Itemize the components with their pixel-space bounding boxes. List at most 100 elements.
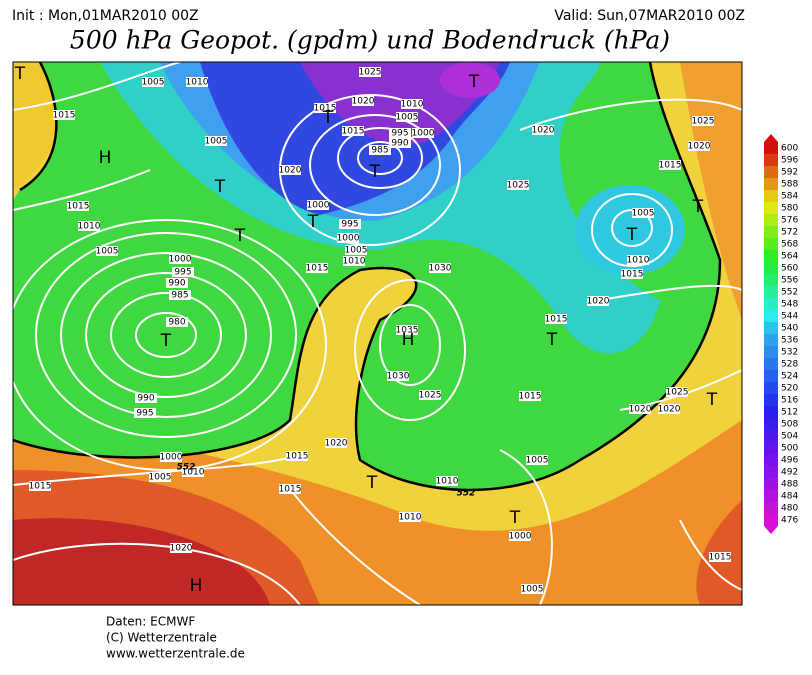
isobar-label: 1000 [509,532,532,542]
colorbar-swatch [764,478,778,490]
colorbar-swatch [764,262,778,274]
isobar-label: 1015 [279,485,302,495]
colorbar-swatch [764,418,778,430]
isobar-label: 985 [371,146,388,156]
colorbar-label: 536 [781,336,798,346]
colorbar-swatch [764,274,778,286]
isobar-label-bg [166,278,188,288]
colorbar-swatch [764,286,778,298]
isobar-label: 1000 [307,201,330,211]
colorbar-label: 580 [781,204,798,214]
colorbar-swatch [764,334,778,346]
isobar-label-bg [509,531,531,541]
colorbar-label: 584 [781,192,798,202]
colorbar-label: 492 [781,468,798,478]
isobar-label-bg [632,208,654,218]
isobar-label: 1005 [521,585,544,595]
pressure-center: T [14,64,26,84]
colorbar-swatch [764,178,778,190]
isobar-label-bg [169,254,191,264]
weather-map [13,62,742,605]
isobar-label-bg [658,404,680,414]
colorbar-label: 556 [781,276,798,286]
pressure-center: H [402,330,415,350]
isobar-label-bg [659,160,681,170]
isobar-label: 1025 [692,117,715,127]
colorbar-swatch [764,322,778,334]
colorbar-swatch [764,310,778,322]
isobar-label-bg [507,180,529,190]
isobar-label: 1015 [659,161,682,171]
isobar-label: 1025 [666,388,689,398]
isobar-label-bg [412,128,434,138]
contour-label: 552 [457,489,476,499]
colorbar-label: 512 [781,408,798,418]
colorbar-label: 516 [781,396,798,406]
isobar-label-bg [170,543,192,553]
isobar-label: 1010 [627,256,650,266]
isobar-label-bg [53,110,75,120]
isobar-label: 1020 [532,126,555,136]
colorbar-swatch [764,358,778,370]
isobar-label-bg [399,512,421,522]
map-frame [12,61,743,606]
isobar-label: 980 [168,318,185,328]
colorbar-swatch [764,166,778,178]
isobar-label: 1000 [337,234,360,244]
colorbar-swatch [764,154,778,166]
isobar-label-bg [172,267,194,277]
colorbar-label: 552 [781,288,798,298]
isobar-label-bg [709,552,731,562]
isobar-label: 1015 [67,202,90,212]
isobar-label-bg [142,77,164,87]
isobar-label: 1005 [205,137,228,147]
colorbar-label: 596 [781,156,798,166]
pressure-center: T [307,212,319,232]
isobar-label-bg [339,219,361,229]
isobar-label: 1015 [53,111,76,121]
isobar-label: 1015 [286,452,309,462]
isobar-label: 1030 [429,264,452,274]
isobar-label: 990 [137,394,154,404]
isobar-label: 1000 [412,129,435,139]
isobar-label: 1010 [186,78,209,88]
colorbar-swatch [764,466,778,478]
isobar-label-bg [369,145,391,155]
colorbar-label: 476 [781,516,798,526]
pressure-center: T [160,331,172,351]
isobar-label: 1005 [149,473,172,483]
isobar-label-bg [186,77,208,87]
colorbar-swatch [764,190,778,202]
colorbar-label: 532 [781,348,798,358]
isobar-label-bg [666,387,688,397]
isobar-label-bg [352,96,374,106]
colorbar-swatch [764,250,778,262]
isobar-label: 1020 [629,405,652,415]
colorbar-label: 576 [781,216,798,226]
isobar-label: 1015 [621,270,644,280]
isobar-label-bg [325,438,347,448]
isobar-label-bg [521,584,543,594]
colorbar-label: 540 [781,324,798,334]
init-time: Init : Mon,01MAR2010 00Z [12,8,199,24]
isobar-label-bg [96,246,118,256]
isobar-label-bg [306,263,328,273]
colorbar-swatch [764,142,778,154]
isobar-label-bg [279,165,301,175]
colorbar-swatch [764,214,778,226]
colorbar-swatch [764,346,778,358]
isobar-label-bg [389,128,411,138]
valid-time: Valid: Sun,07MAR2010 00Z [554,8,745,24]
pressure-center: H [190,576,203,596]
isobar-label: 1000 [169,255,192,265]
isobar-label-bg [436,476,458,486]
isobar-label-bg [429,263,451,273]
pressure-center: T [369,162,381,182]
colorbar-cap [764,134,778,142]
isobar-label-bg [337,233,359,243]
isobar-label: 1030 [387,372,410,382]
isobar-label: 1015 [29,482,52,492]
colorbar-label: 496 [781,456,798,466]
colorbar-label: 484 [781,492,798,502]
isobar-label-bg [307,200,329,210]
